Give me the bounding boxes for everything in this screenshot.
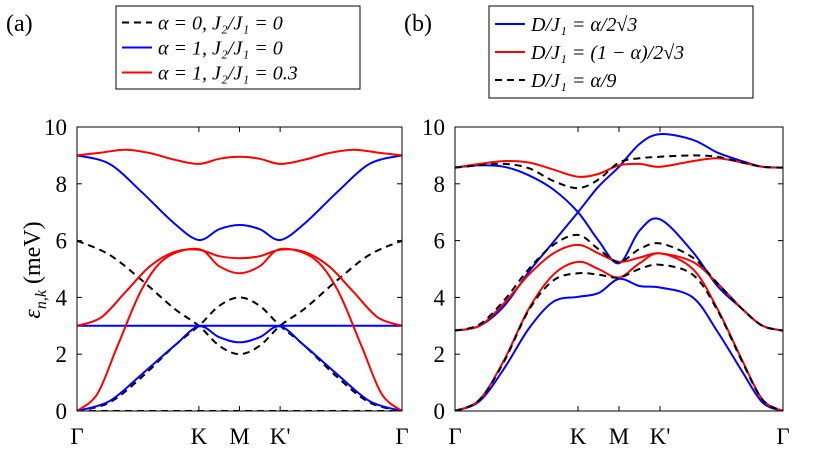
y-tick-label: 6: [434, 229, 446, 254]
x-tick-label: K: [191, 424, 208, 449]
series-2: [77, 154, 402, 411]
axes-box: [76, 126, 403, 412]
x-tick-label: Γ: [448, 424, 461, 449]
x-tick-label: Γ: [776, 424, 789, 449]
y-tick-label: 0: [56, 399, 68, 424]
series-3-band-1: [455, 263, 783, 411]
series-3-band-2: [77, 248, 402, 327]
series-2: [455, 157, 783, 411]
y-axis-label: εn,k (meV): [20, 221, 50, 318]
legend-entry: D/J₁ = α/9: [530, 70, 616, 92]
series-1: [455, 133, 783, 411]
y-tick-label: 4: [56, 285, 68, 310]
series-3-band-3: [455, 154, 783, 190]
legend: α = 0, J₂/J₁ = 0 α = 1, J₂/J₁ = 0 α = 1, J…: [115, 5, 361, 90]
series-3-band-1: [77, 247, 402, 411]
y-tick-label: 8: [434, 172, 446, 197]
y-tick-label: 8: [56, 172, 68, 197]
x-tick-label: K': [650, 424, 671, 449]
legend-entry: α = 1, J₂/J₁ = 0.3: [158, 63, 298, 85]
y-tick-label: 4: [434, 285, 446, 310]
series-2-band-2: [77, 325, 402, 411]
y-tick-label: 6: [56, 229, 68, 254]
series-1-band-2: [455, 133, 783, 332]
x-tick-label: Γ: [395, 424, 408, 449]
series-1-band-1: [455, 277, 783, 411]
series-3: [455, 154, 783, 411]
legend-box: [115, 5, 361, 90]
legend-entry: D/J₁ = α/2√3: [530, 14, 637, 36]
series-1-band-3: [77, 296, 402, 411]
series-1-band-2: [77, 239, 402, 356]
panel-b: 0 2 4 6 8 10 Γ K M K' Γ (b) D/J₁ = α/2√3 D/J₁ = (1 − …: [404, 5, 790, 449]
y-tick-label: 10: [44, 115, 67, 140]
x-tick-label: K': [270, 424, 291, 449]
panel-label: (b): [404, 11, 432, 37]
x-tick-label: Γ: [70, 424, 83, 449]
series-2-band-2: [455, 243, 783, 332]
legend: D/J₁ = α/2√3 D/J₁ = (1 − α)/2√3 D/J₁ = α/9: [488, 5, 754, 99]
series-1: [77, 239, 402, 411]
y-tick-label: 2: [56, 342, 68, 367]
x-tick-label: M: [229, 424, 249, 449]
y-tick-label: 0: [434, 399, 446, 424]
series-3-band-3: [77, 148, 402, 165]
series-3-band-2: [455, 233, 783, 332]
y-tick-label: 10: [422, 115, 445, 140]
legend-entry: α = 0, J₂/J₁ = 0: [158, 13, 283, 35]
series-2-band-3: [77, 154, 402, 242]
x-tick-label: K: [570, 424, 587, 449]
legend-entry: D/J₁ = (1 − α)/2√3: [530, 42, 684, 64]
legend-entry: α = 1, J₂/J₁ = 0: [158, 38, 283, 60]
legend-box: [488, 5, 754, 99]
y-tick-label: 2: [434, 342, 446, 367]
x-tick-label: M: [609, 424, 629, 449]
series-2-band-1: [455, 252, 783, 411]
panel-a: 0 2 4 6 8 10 Γ K M K' Γ (a) εn,k (meV) α = 0, J₂/J₁ =…: [6, 5, 409, 449]
series-3: [77, 148, 402, 411]
panel-label: (a): [6, 11, 33, 37]
